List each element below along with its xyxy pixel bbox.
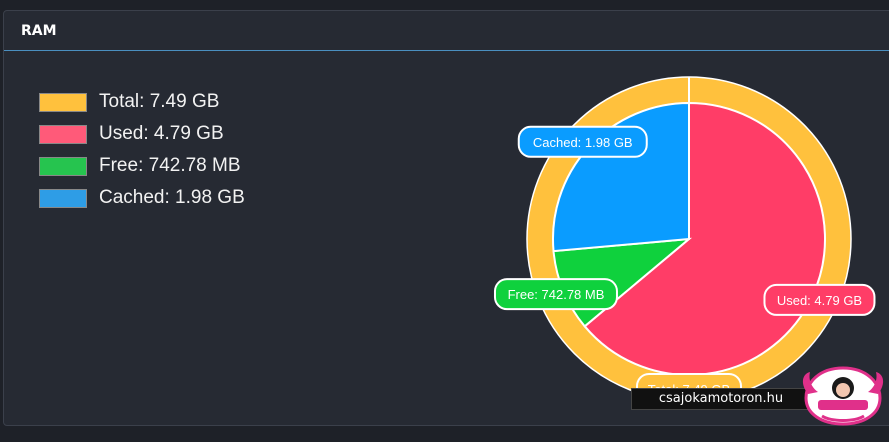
site-logo — [802, 366, 884, 426]
panel-header: RAM — [4, 11, 889, 51]
legend-item-free[interactable]: Free: 742.78 MB — [39, 150, 251, 182]
data-label-free-box — [493, 278, 618, 311]
data-label-cached: Cached: 1.98 GB — [517, 125, 648, 158]
data-label-used-text: Used: 4.79 GB — [777, 293, 862, 308]
legend-swatch-used — [39, 124, 87, 144]
legend-swatch-cached — [39, 188, 87, 208]
watermark: csajokamotoron.hu — [631, 388, 811, 410]
legend-item-cached[interactable]: Cached: 1.98 GB — [39, 182, 251, 214]
legend-label-used: Used: 4.79 GB — [99, 123, 224, 144]
legend-swatch-total — [39, 92, 87, 112]
legend-item-total[interactable]: Total: 7.49 GB — [39, 86, 251, 118]
chart-legend: Total: 7.49 GB Used: 4.79 GB Free: 742.7… — [39, 86, 251, 214]
legend-swatch-free — [39, 156, 87, 176]
data-label-free-text: Free: 742.78 MB — [508, 287, 605, 302]
legend-label-total: Total: 7.49 GB — [99, 91, 220, 112]
legend-label-cached: Cached: 1.98 GB — [99, 187, 245, 208]
legend-label-free: Free: 742.78 MB — [99, 155, 241, 176]
data-label-used: Used: 4.79 GB — [763, 283, 876, 316]
data-label-cached-box — [517, 125, 648, 158]
legend-item-used[interactable]: Used: 4.79 GB — [39, 118, 251, 150]
panel-title: RAM — [21, 22, 57, 39]
data-label-used-box — [763, 283, 876, 316]
data-label-free: Free: 742.78 MB — [493, 278, 618, 311]
data-label-cached-text: Cached: 1.98 GB — [533, 135, 633, 150]
